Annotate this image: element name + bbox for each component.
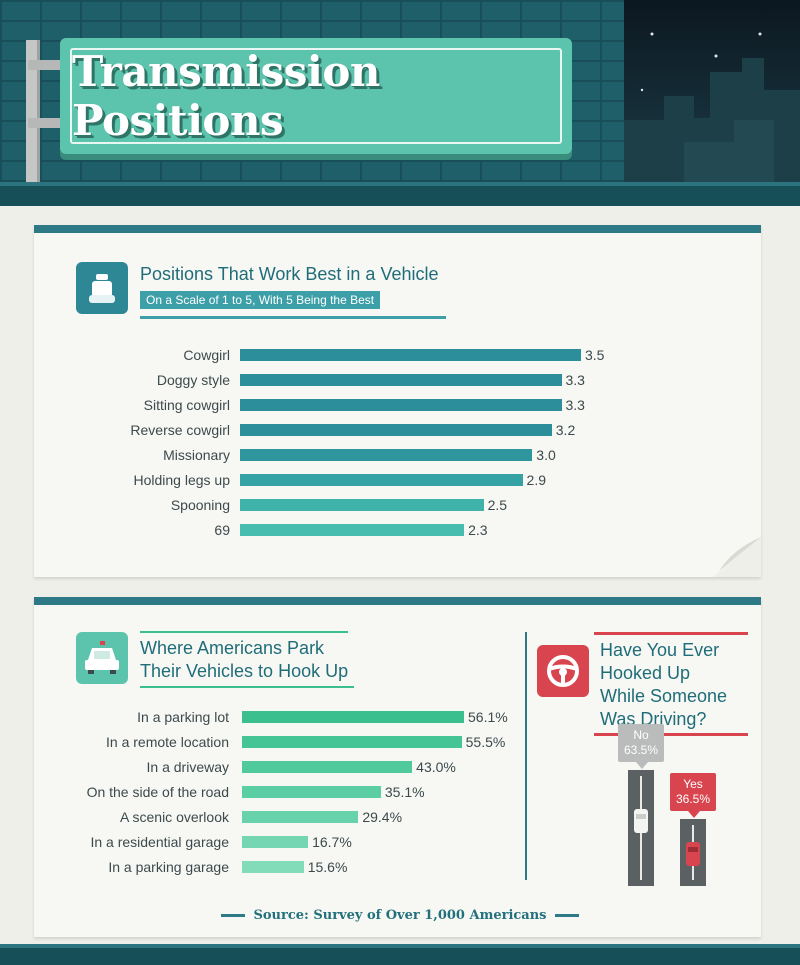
car-top-view-icon (686, 842, 700, 867)
bar (240, 474, 523, 486)
city-skyline-icon (624, 32, 800, 206)
bar-label: Cowgirl (183, 347, 230, 363)
positions-subtitle: On a Scale of 1 to 5, With 5 Being the B… (140, 291, 381, 309)
bar-value-label: 55.5% (465, 734, 506, 750)
sign-bracket (28, 118, 66, 128)
bar-value-label: 3.0 (536, 447, 556, 463)
bar (242, 761, 413, 773)
bar-value-label: 29.4% (362, 809, 403, 825)
bar (242, 736, 462, 748)
bar-label: A scenic overlook (120, 809, 229, 825)
bar-value-label: 2.9 (526, 472, 546, 488)
bar-label: On the side of the road (86, 784, 229, 800)
bar-label: Missionary (163, 447, 230, 463)
bar-label: 69 (214, 522, 230, 538)
bar-value-label: 3.3 (565, 397, 585, 413)
parking-title-line1: Where Americans Park (140, 638, 325, 658)
driving-title-line3: While Someone (600, 686, 728, 706)
bar-value-label: 16.7% (312, 834, 352, 850)
bar (242, 711, 464, 723)
bubble-value: 63.5% (623, 743, 659, 757)
bar-label: In a driveway (146, 759, 229, 775)
bubble-label: No (633, 728, 649, 742)
header: Transmission Positions (0, 0, 800, 206)
bar-label: Sitting cowgirl (143, 397, 230, 413)
bar (242, 861, 304, 873)
bar-value-label: 56.1% (468, 709, 508, 725)
no-bubble: No 63.5% (618, 724, 664, 769)
bar (240, 524, 465, 536)
sign-bracket (28, 60, 66, 70)
title-sign: Transmission Positions (60, 38, 572, 154)
source-text: Source: Survey of Over 1,000 Americans (253, 908, 547, 923)
car-icon (76, 632, 128, 684)
divider (525, 632, 527, 880)
bar (240, 424, 552, 436)
steering-wheel-icon (537, 645, 589, 697)
bar (240, 449, 533, 461)
bar-label: In a remote location (106, 734, 229, 750)
bar-value-label: 35.1% (384, 784, 425, 800)
page-title: Transmission Positions (72, 47, 380, 145)
bar (242, 786, 381, 798)
car-seat-icon (76, 262, 128, 314)
bar (240, 399, 562, 411)
bar-value-label: 3.5 (585, 347, 605, 363)
driving-title-line1: Have You Ever (600, 640, 720, 660)
bar (240, 374, 562, 386)
yes-bubble: Yes 36.5% (670, 773, 716, 819)
bar-label: Spooning (170, 497, 230, 513)
bar (240, 349, 581, 361)
bar (240, 499, 484, 511)
bar-value-label: 2.3 (468, 522, 488, 538)
bar-value-label: 43.0% (416, 759, 456, 775)
bar-label: Holding legs up (133, 472, 230, 488)
bar-label: Doggy style (156, 372, 230, 388)
positions-title: Positions That Work Best in a Vehicle (140, 264, 439, 284)
bar-label: In a parking lot (137, 709, 229, 725)
driving-title-line2: Hooked Up (600, 663, 691, 683)
parking-title-line2: Their Vehicles to Hook Up (140, 661, 349, 681)
bubble-label: Yes (683, 777, 703, 792)
bar-label: Reverse cowgirl (130, 422, 230, 438)
bubble-value: 36.5% (675, 792, 711, 807)
sign-pole (26, 40, 40, 190)
bar (242, 811, 359, 823)
page-curl-icon (713, 537, 761, 577)
bar-value-label: 3.3 (565, 372, 585, 388)
car-top-view-icon (634, 809, 648, 833)
bar (242, 836, 309, 848)
bar-label: In a parking garage (108, 859, 229, 875)
header-band (0, 182, 800, 206)
bar-value-label: 3.2 (555, 422, 576, 438)
footer-band (0, 944, 800, 965)
bar-label: In a residential garage (90, 834, 229, 850)
bar-value-label: 15.6% (307, 859, 348, 875)
bar-value-label: 2.5 (487, 497, 508, 513)
